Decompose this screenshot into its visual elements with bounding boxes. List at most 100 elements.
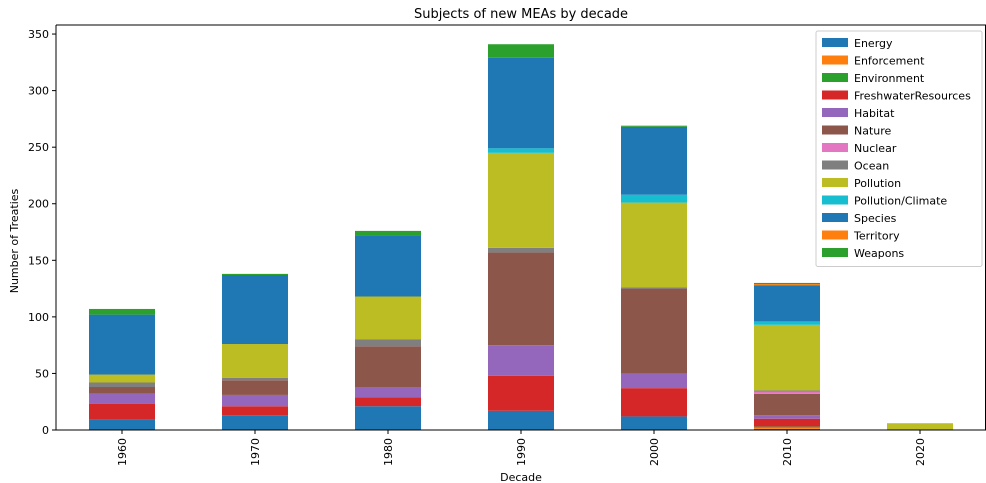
bar-segment-2000-weapons [621, 125, 687, 127]
legend-swatch [822, 90, 848, 100]
bar-segment-1960-ocean [89, 382, 155, 388]
bar-segment-1960-freshwaterresources [89, 403, 155, 420]
y-tick-label: 250 [28, 141, 49, 154]
y-tick-label: 350 [28, 28, 49, 41]
bar-segment-1960-habitat [89, 393, 155, 404]
legend-entry: Species [854, 212, 897, 225]
y-tick-label: 300 [28, 85, 49, 98]
legend-swatch [822, 108, 848, 117]
y-tick-label: 150 [28, 254, 49, 267]
x-tick-label: 1970 [249, 438, 262, 466]
bar-segment-1960-species [89, 314, 155, 375]
bar-segment-2000-pollution [621, 202, 687, 288]
bar-segment-1990-freshwaterresources [488, 375, 554, 411]
legend: Energy Enforcement Environment FreshwaterRe… [815, 30, 983, 267]
bar-segment-2010-energy [754, 428, 820, 430]
bar-segment-2010-enforcement [754, 427, 820, 429]
legend-entry: Ocean [854, 160, 889, 173]
legend-entry: Territory [853, 230, 900, 243]
bar-segment-1980-pollution [355, 296, 421, 340]
bar-segment-2000-ocean [621, 287, 687, 289]
bar-segment-1990-habitat [488, 345, 554, 376]
bar-segment-2010-weapons [754, 282, 820, 285]
y-tick-label: 100 [28, 311, 49, 324]
bar-segment-1970-nature [222, 380, 288, 395]
legend-swatch [822, 178, 848, 187]
bar-segment-1980-species [355, 235, 421, 297]
legend-entry: Pollution [854, 177, 901, 190]
bar-segment-1970-energy [222, 415, 288, 430]
x-tick-label: 2000 [648, 438, 661, 466]
legend-swatch [822, 213, 848, 222]
x-tick-label: 1980 [382, 438, 395, 466]
x-tick-label: 1990 [515, 438, 528, 466]
bar-segment-2010-freshwaterresources [754, 418, 820, 427]
bar-segment-1960-energy [89, 419, 155, 430]
legend-swatch [822, 73, 848, 82]
legend-swatch [822, 125, 848, 135]
bar-segment-1970-ocean [222, 377, 288, 381]
bar-segment-1960-weapons [89, 308, 155, 315]
y-tick-label: 0 [42, 424, 49, 437]
legend-swatch [822, 248, 848, 257]
bar-segment-2010-territory [754, 284, 820, 286]
bar-segment-2000-habitat [621, 373, 687, 389]
legend-entry: Nature [854, 125, 892, 138]
bar-segment-1980-ocean [355, 339, 421, 347]
legend-swatch [822, 55, 848, 65]
legend-swatch [822, 195, 848, 205]
legend-box [815, 30, 983, 267]
bar-segment-2000-species [621, 126, 687, 195]
bar-segment-1990-energy [488, 410, 554, 430]
legend-swatch [822, 230, 848, 240]
bar-segment-1970-pollution [222, 344, 288, 378]
bar-segment-1980-energy [355, 406, 421, 430]
legend-entry: FreshwaterResources [854, 90, 971, 103]
bar-segment-1980-freshwaterresources [355, 397, 421, 407]
bar-segment-2010-species [754, 285, 820, 322]
bar-segment-2020-pollution [887, 423, 953, 430]
x-tick-label: 1960 [116, 438, 129, 466]
bar-segment-1980-nature [355, 346, 421, 388]
x-axis-label: Decade [500, 471, 542, 483]
y-axis-label: Number of Treaties [8, 188, 21, 293]
bar-segment-1980-habitat [355, 387, 421, 398]
bar-segment-1970-habitat [222, 394, 288, 407]
legend-swatch [822, 38, 848, 47]
legend-entry: Nuclear [854, 142, 897, 155]
x-axis: 1960 1970 1980 1990 2000 2010 2020 [116, 430, 927, 466]
plot-area [55, 24, 986, 431]
bar-segment-1970-weapons [222, 273, 288, 276]
y-axis: 0 50 100 150 200 250 300 350 [28, 28, 56, 437]
bar-segment-1960-pollution [89, 374, 155, 383]
legend-entry: Enforcement [854, 55, 925, 68]
bar-segment-1990-pollution-climate [488, 148, 554, 153]
legend-swatch [822, 160, 848, 170]
bar-segment-2010-ocean [754, 390, 820, 392]
chart-title: Subjects of new MEAs by decade [414, 7, 628, 22]
x-tick-label: 2020 [914, 438, 927, 466]
y-tick-label: 50 [35, 367, 49, 380]
bar-segment-2010-nature [754, 393, 820, 416]
bar-segment-2000-freshwaterresources [621, 388, 687, 417]
bar-segment-2010-pollution [754, 324, 820, 391]
y-tick-label: 200 [28, 198, 49, 211]
bar-segment-1990-nature [488, 252, 554, 346]
bar-segment-2010-pollution-climate [754, 321, 820, 325]
bar-segment-2010-habitat [754, 415, 820, 419]
bar-segment-2000-pollution-climate [621, 194, 687, 203]
bar-segment-1970-species [222, 275, 288, 345]
bar-segment-2010-nuclear [754, 391, 820, 394]
bar-segment-1990-species [488, 57, 554, 149]
legend-swatch [822, 143, 848, 152]
legend-entry: Habitat [854, 107, 895, 120]
legend-entry: Energy [854, 37, 893, 50]
bar-segment-2000-nature [621, 288, 687, 374]
bar-segment-1990-weapons [488, 44, 554, 58]
bar-segment-1960-nature [89, 387, 155, 394]
x-tick-label: 2010 [781, 438, 794, 466]
bar-segment-2000-energy [621, 416, 687, 430]
bar-segment-1980-weapons [355, 230, 421, 236]
bar-segment-1970-freshwaterresources [222, 406, 288, 416]
